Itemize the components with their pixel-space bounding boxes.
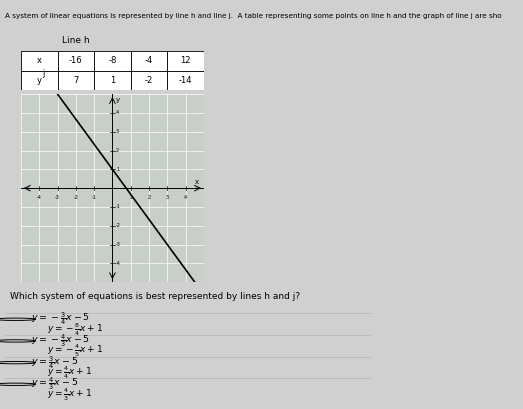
Text: Which system of equations is best represented by lines h and j?: Which system of equations is best repres… xyxy=(10,292,301,301)
Text: 1: 1 xyxy=(110,76,115,85)
Text: -4: -4 xyxy=(145,56,153,65)
Text: x: x xyxy=(37,56,42,65)
Text: $y=\frac{4}{4}x+1$: $y=\frac{4}{4}x+1$ xyxy=(47,364,93,381)
Text: 3: 3 xyxy=(116,129,119,134)
Text: y: y xyxy=(37,76,42,85)
Text: y: y xyxy=(116,97,120,103)
Text: 4: 4 xyxy=(116,110,119,115)
Text: $y=-\frac{4}{5}x+1$: $y=-\frac{4}{5}x+1$ xyxy=(47,343,104,360)
Text: $y=\frac{4}{3}x-5$: $y=\frac{4}{3}x-5$ xyxy=(31,375,78,392)
Text: -1: -1 xyxy=(116,204,121,209)
Text: j: j xyxy=(42,69,44,78)
Text: 1: 1 xyxy=(129,195,132,200)
Text: 12: 12 xyxy=(180,56,191,65)
Text: -2: -2 xyxy=(73,195,78,200)
Text: -16: -16 xyxy=(69,56,83,65)
Text: 4: 4 xyxy=(184,195,187,200)
Text: $y=-\frac{4}{3}x-5$: $y=-\frac{4}{3}x-5$ xyxy=(31,332,90,349)
Text: -1: -1 xyxy=(92,195,97,200)
Text: 7: 7 xyxy=(73,76,78,85)
Text: Line h: Line h xyxy=(62,36,89,45)
Text: -8: -8 xyxy=(108,56,117,65)
Text: $y=\frac{3}{4}x-5$: $y=\frac{3}{4}x-5$ xyxy=(31,354,78,371)
Text: -4: -4 xyxy=(37,195,42,200)
Text: -3: -3 xyxy=(55,195,60,200)
Text: $y=-\frac{3}{4}x-5$: $y=-\frac{3}{4}x-5$ xyxy=(31,310,90,327)
Text: -14: -14 xyxy=(179,76,192,85)
Text: 2: 2 xyxy=(147,195,151,200)
Text: $y=\frac{4}{3}x+1$: $y=\frac{4}{3}x+1$ xyxy=(47,386,93,403)
Bar xyxy=(58,51,94,70)
Text: -2: -2 xyxy=(116,223,121,228)
Bar xyxy=(131,51,167,70)
Text: -2: -2 xyxy=(145,76,153,85)
Text: -3: -3 xyxy=(116,242,121,247)
Bar xyxy=(21,51,58,70)
Text: 1: 1 xyxy=(116,167,119,172)
Text: A system of linear equations is represented by line h and line j.  A table repre: A system of linear equations is represen… xyxy=(5,13,502,19)
Bar xyxy=(58,70,94,90)
Text: 3: 3 xyxy=(166,195,169,200)
Text: x: x xyxy=(195,180,199,186)
Bar xyxy=(21,70,58,90)
Bar xyxy=(167,70,204,90)
Bar xyxy=(94,70,131,90)
Bar xyxy=(94,51,131,70)
Text: $y=-\frac{8}{4}x+1$: $y=-\frac{8}{4}x+1$ xyxy=(47,321,104,338)
Text: -4: -4 xyxy=(116,261,121,266)
Bar xyxy=(131,70,167,90)
Bar xyxy=(167,51,204,70)
Text: 2: 2 xyxy=(116,148,119,153)
